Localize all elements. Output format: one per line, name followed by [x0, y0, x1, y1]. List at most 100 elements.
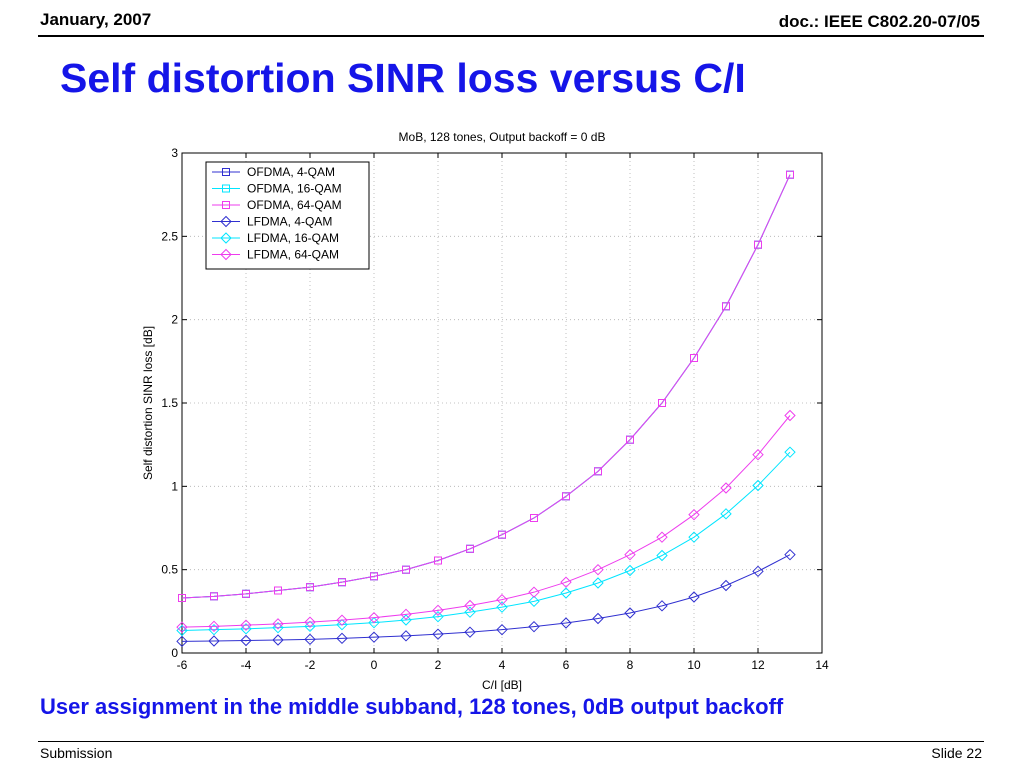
legend-box [205, 161, 370, 270]
data-point [304, 633, 316, 646]
data-point [592, 577, 604, 589]
data-point [688, 591, 700, 603]
data-point [752, 479, 764, 492]
series-2 [178, 170, 794, 602]
data-point [242, 589, 250, 598]
x-tick-label: -2 [305, 658, 316, 672]
data-point [560, 576, 572, 588]
data-point [720, 579, 732, 592]
footer-divider [38, 741, 984, 742]
x-tick-label: 4 [499, 658, 506, 672]
legend-marker [222, 168, 230, 176]
data-point [208, 620, 220, 633]
data-point [210, 592, 218, 601]
data-point [464, 626, 476, 638]
data-point [530, 514, 538, 522]
legend-entry: OFDMA, 64-QAM [212, 198, 342, 212]
data-point [688, 508, 700, 521]
data-point [400, 630, 412, 642]
y-tick-label: 0.5 [161, 563, 178, 577]
data-point [624, 607, 636, 619]
x-tick-label: 12 [751, 658, 765, 672]
legend-label: LFDMA, 16-QAM [247, 231, 339, 245]
data-point [178, 594, 186, 602]
data-point [464, 599, 476, 612]
header-date: January, 2007 [40, 10, 152, 29]
data-point [528, 620, 540, 633]
data-point [528, 586, 540, 598]
data-point [752, 448, 764, 461]
data-point [368, 611, 380, 624]
data-point [464, 606, 476, 618]
data-point [432, 610, 444, 623]
data-point [592, 563, 604, 576]
data-point [496, 593, 508, 606]
data-point [784, 409, 796, 422]
x-tick-label: -6 [177, 658, 188, 672]
series-5 [176, 409, 796, 633]
footer-slide-number: Slide 22 [931, 745, 982, 761]
data-point [752, 565, 764, 578]
y-tick-label: 2.5 [161, 229, 178, 243]
series-layer [176, 170, 796, 648]
data-point [754, 240, 762, 249]
legend-marker [220, 248, 232, 261]
x-tick-label: 0 [371, 658, 378, 672]
legend-entry: LFDMA, 64-QAM [212, 248, 339, 262]
x-axis-label: C/I [dB] [482, 678, 522, 692]
data-point [690, 354, 698, 362]
data-point [784, 548, 796, 561]
header-divider [38, 35, 984, 37]
data-point [720, 482, 732, 494]
data-point [626, 435, 634, 444]
y-tick-label: 0 [171, 646, 178, 660]
data-point [370, 572, 378, 581]
legend-entry: OFDMA, 16-QAM [212, 182, 342, 196]
data-point [658, 399, 666, 407]
data-point [722, 302, 730, 311]
data-point [336, 614, 348, 626]
data-point [432, 604, 444, 617]
data-point [720, 508, 732, 520]
y-tick-label: 1 [171, 479, 178, 493]
legend-label: LFDMA, 64-QAM [247, 248, 339, 262]
x-tick-label: 8 [627, 658, 634, 672]
slide-caption: User assignment in the middle subband, 1… [40, 694, 784, 719]
data-point [176, 621, 188, 633]
legend-label: OFDMA, 16-QAM [247, 182, 342, 196]
data-point [272, 618, 284, 630]
legend-marker [220, 232, 232, 244]
legend-marker [222, 201, 230, 209]
data-point [656, 600, 668, 612]
data-point [368, 616, 380, 629]
data-point [400, 614, 412, 626]
data-point [306, 583, 314, 592]
y-tick-label: 3 [171, 146, 178, 160]
data-point [562, 492, 570, 501]
legend-marker [220, 215, 232, 228]
data-point [786, 170, 794, 179]
data-point [240, 619, 252, 631]
footer-submission: Submission [40, 745, 113, 761]
data-point [594, 467, 602, 476]
data-point [304, 620, 316, 633]
data-point [466, 544, 474, 553]
data-point [336, 632, 348, 645]
x-tick-label: 10 [687, 658, 701, 672]
data-point [496, 601, 508, 613]
legend-label: OFDMA, 4-QAM [247, 165, 335, 179]
data-point [400, 608, 412, 621]
x-tick-label: -4 [241, 658, 252, 672]
slide-title: Self distortion SINR loss versus C/I [60, 55, 746, 101]
data-point [402, 565, 410, 574]
data-point [338, 578, 346, 587]
series-line [181, 174, 791, 599]
legend-marker [222, 184, 230, 193]
data-point [368, 631, 380, 643]
legend-entry: LFDMA, 4-QAM [212, 215, 332, 229]
header-doc-id: doc.: IEEE C802.20-07/05 [778, 12, 980, 31]
data-point [208, 635, 220, 647]
x-tick-label: 6 [563, 658, 570, 672]
grid-layer [182, 153, 822, 653]
